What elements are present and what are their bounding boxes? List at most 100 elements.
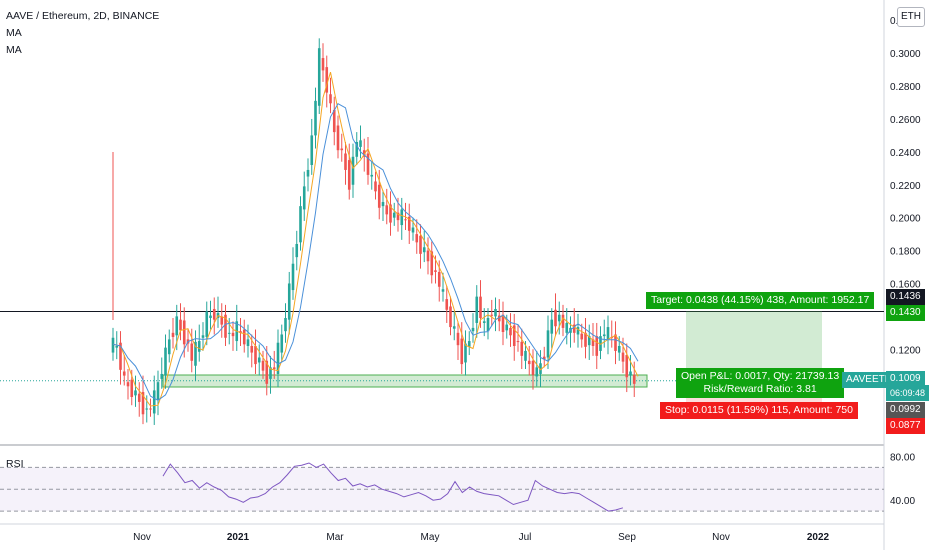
x-tick-label: Mar bbox=[326, 532, 344, 543]
pnl-box: Open P&L: 0.0017, Qty: 21739.13 Risk/Rew… bbox=[676, 368, 845, 398]
stop-label: Stop: 0.0115 (11.59%) 115, Amount: 750 bbox=[660, 402, 858, 419]
candle-body bbox=[407, 216, 411, 231]
candle-body bbox=[561, 314, 565, 328]
candle-body bbox=[152, 390, 156, 414]
candle-body bbox=[347, 160, 351, 190]
candle-body bbox=[426, 250, 430, 262]
candle-body bbox=[209, 315, 212, 319]
candle-body bbox=[505, 324, 509, 331]
candle-body bbox=[227, 332, 231, 334]
candle-body bbox=[242, 329, 246, 345]
currency-unit-button[interactable]: ETH bbox=[897, 7, 925, 27]
candle-body bbox=[486, 318, 490, 332]
chart-title: AAVE / Ethereum, 2D, BINANCE bbox=[6, 10, 160, 22]
ma-fast-line bbox=[112, 71, 639, 407]
candle-body bbox=[332, 109, 336, 133]
x-tick-label: Nov bbox=[712, 532, 730, 543]
candle-body bbox=[467, 341, 471, 347]
candle-body bbox=[246, 339, 250, 346]
rsi-line bbox=[162, 462, 624, 512]
candle-body bbox=[535, 367, 539, 377]
candle-body bbox=[122, 371, 126, 376]
candle-body bbox=[464, 343, 467, 363]
candle-body bbox=[336, 125, 340, 151]
candle-body bbox=[400, 209, 404, 226]
x-tick-label: Nov bbox=[133, 532, 151, 543]
candle-body bbox=[205, 311, 209, 337]
candle-body bbox=[167, 339, 171, 355]
rsi-legend[interactable]: RSI bbox=[6, 458, 24, 470]
candle-body bbox=[385, 205, 389, 215]
candle-body bbox=[497, 315, 501, 322]
candle-body bbox=[156, 382, 160, 401]
x-tick-label: Jul bbox=[519, 532, 532, 543]
candle-body bbox=[182, 320, 186, 345]
candle-body bbox=[299, 206, 302, 243]
candle-body bbox=[201, 335, 205, 338]
candle-body bbox=[314, 100, 317, 136]
candle-body bbox=[137, 393, 141, 402]
candle-body bbox=[344, 153, 347, 170]
x-tick-label: 2022 bbox=[807, 532, 830, 543]
ma-legend-2[interactable]: MA bbox=[6, 44, 22, 56]
candle-body bbox=[572, 324, 576, 333]
candle-body bbox=[606, 327, 610, 340]
candle-body bbox=[542, 356, 546, 360]
candle-body bbox=[291, 263, 295, 291]
candle-body bbox=[430, 251, 434, 276]
candle-body bbox=[276, 342, 280, 374]
candle-body bbox=[539, 363, 542, 374]
candle-body bbox=[302, 186, 306, 210]
candle-body bbox=[392, 212, 396, 218]
candle-body bbox=[280, 334, 284, 353]
candle-body bbox=[321, 58, 325, 71]
risk-reward-label: Risk/Reward Ratio: 3.81 bbox=[703, 383, 817, 395]
candle-body bbox=[130, 379, 134, 397]
level-badge-1: 0.1436 bbox=[886, 289, 925, 305]
candle-body bbox=[599, 336, 602, 351]
candle-body bbox=[310, 135, 314, 166]
candle-body bbox=[194, 341, 197, 366]
candle-body bbox=[580, 333, 584, 340]
candle-body bbox=[141, 392, 145, 415]
candle-body bbox=[602, 334, 606, 337]
candle-body bbox=[445, 299, 449, 310]
candle-body bbox=[306, 169, 310, 177]
candle-body bbox=[374, 181, 377, 192]
candle-body bbox=[490, 314, 494, 316]
last-price-badge: 0.1009 bbox=[886, 371, 925, 387]
candle-body bbox=[231, 332, 235, 337]
y-tick-label: 0.2400 bbox=[890, 148, 921, 159]
candle-body bbox=[317, 48, 321, 106]
y-tick-label: 0.1800 bbox=[890, 247, 921, 258]
y-tick-label: 0.1600 bbox=[890, 279, 921, 290]
pnl-label: Open P&L: 0.0017, Qty: 21739.13 bbox=[681, 370, 840, 382]
candle-body bbox=[512, 325, 516, 346]
candle-body bbox=[160, 373, 164, 379]
candle-body bbox=[111, 337, 115, 353]
candle-body bbox=[351, 156, 355, 185]
candle-body bbox=[437, 271, 441, 287]
candle-body bbox=[516, 341, 520, 343]
candle-body bbox=[115, 345, 119, 348]
candle-body bbox=[452, 326, 456, 329]
candle-body bbox=[546, 330, 550, 358]
candle-body bbox=[509, 327, 512, 336]
candle-body bbox=[239, 331, 242, 333]
candle-body bbox=[419, 235, 422, 254]
candle-body bbox=[576, 327, 580, 335]
candle-body bbox=[164, 347, 167, 376]
candle-body bbox=[212, 308, 216, 320]
candle-body bbox=[471, 327, 475, 332]
candle-body bbox=[396, 212, 400, 221]
candle-body bbox=[254, 345, 257, 365]
candle-body bbox=[595, 336, 599, 356]
rsi-tick-label: 40.00 bbox=[890, 496, 915, 507]
y-tick-label: 0.2800 bbox=[890, 82, 921, 93]
candle-body bbox=[329, 94, 332, 104]
ma-legend-1[interactable]: MA bbox=[6, 27, 22, 39]
candle-body bbox=[501, 314, 505, 333]
candle-body bbox=[359, 140, 362, 147]
candle-body bbox=[261, 360, 265, 371]
